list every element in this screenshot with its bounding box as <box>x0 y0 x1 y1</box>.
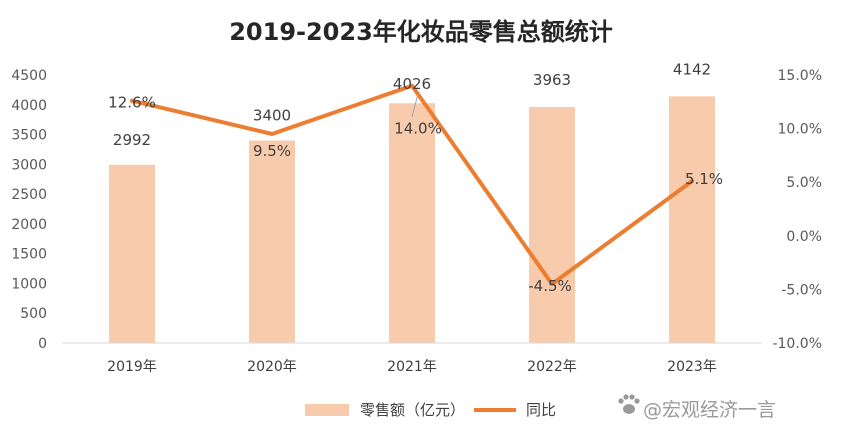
y-left-tick-label: 2000 <box>11 217 47 233</box>
yoy-value-label: 12.6% <box>108 94 156 112</box>
y-left-tick-label: 1500 <box>11 247 47 263</box>
y-left-tick-label: 3000 <box>11 157 47 173</box>
bar <box>249 140 295 343</box>
bar-value-label: 3400 <box>253 107 291 125</box>
watermark-text: @宏观经济一言 <box>643 399 776 421</box>
bar <box>529 106 575 344</box>
left-axis: 0 500 1000 1500 2000 2500 3000 3500 4000 4500 <box>11 68 47 352</box>
bar-value-label: 4142 <box>673 60 711 78</box>
yoy-point <box>130 98 134 103</box>
bar <box>389 103 435 343</box>
bar-value-label: 2992 <box>113 131 151 149</box>
paw-icon <box>618 394 640 414</box>
y-right-tick-label: 5.0% <box>786 175 822 191</box>
y-left-tick-label: 3500 <box>11 128 47 144</box>
x-category-label: 2023年 <box>667 359 717 375</box>
watermark: @宏观经济一言 <box>618 394 776 421</box>
x-category-label: 2019年 <box>107 359 157 375</box>
y-right-tick-label: 10.0% <box>778 122 822 138</box>
y-right-tick-label: 0.0% <box>786 229 822 245</box>
legend-label-bar: 零售额（亿元） <box>360 401 465 419</box>
y-left-tick-label: 1000 <box>11 276 47 292</box>
y-right-tick-label: -10.0% <box>772 336 822 352</box>
x-category-label: 2022年 <box>527 359 577 375</box>
yoy-point <box>270 131 274 136</box>
y-left-tick-label: 0 <box>38 336 47 352</box>
bars <box>109 96 715 344</box>
y-left-tick-label: 4500 <box>11 68 47 84</box>
data-labels: 2992 3400 4026 3963 4142 12.6% 9.5% 14.0% -4.5% 5… <box>108 60 723 295</box>
yoy-value-label: 9.5% <box>253 142 291 160</box>
y-left-tick-label: 500 <box>20 306 47 322</box>
bar <box>109 164 155 343</box>
yoy-point <box>410 83 414 88</box>
x-category-label: 2020年 <box>247 359 297 375</box>
y-left-tick-label: 2500 <box>11 187 47 203</box>
label-leader-line <box>411 93 419 118</box>
legend: 零售额（亿元） 同比 <box>305 401 556 419</box>
yoy-value-label: 5.1% <box>685 170 723 188</box>
legend-label-line: 同比 <box>526 401 556 419</box>
x-category-label: 2021年 <box>387 359 437 375</box>
y-left-tick-label: 4000 <box>11 98 47 114</box>
chart-title: 2019-2023年化妆品零售总额统计 <box>229 18 613 46</box>
yoy-value-label: -4.5% <box>528 277 572 295</box>
bar <box>669 96 715 343</box>
bar-value-label: 3963 <box>533 71 571 89</box>
bar-value-label: 4026 <box>393 75 431 93</box>
category-labels: 2019年 2020年 2021年 2022年 2023年 <box>107 359 717 375</box>
y-right-tick-label: -5.0% <box>781 282 822 298</box>
y-right-tick-label: 15.0% <box>778 68 822 84</box>
yoy-point <box>690 179 694 184</box>
legend-swatch-bar <box>305 404 349 416</box>
yoy-point <box>550 282 554 287</box>
right-axis: -10.0% -5.0% 0.0% 5.0% 10.0% 15.0% <box>772 68 822 352</box>
yoy-value-label: 14.0% <box>394 120 442 138</box>
yoy-line-layer <box>130 83 694 287</box>
